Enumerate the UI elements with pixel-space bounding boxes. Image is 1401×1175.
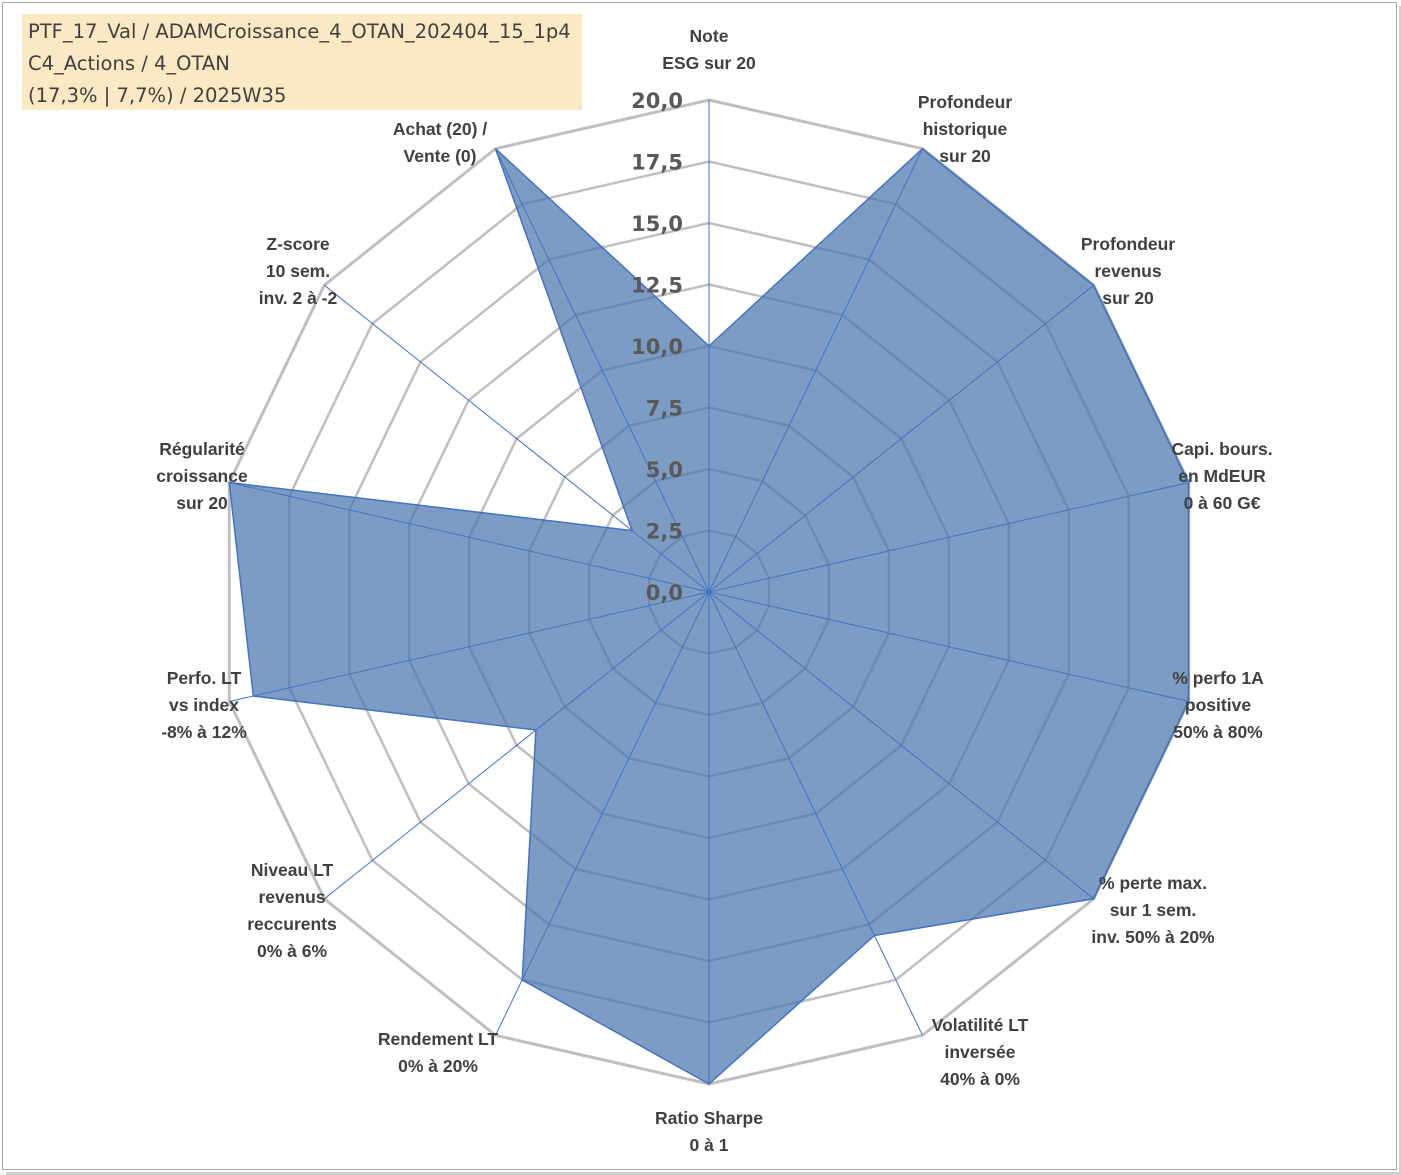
axis-label-line: Z-score	[266, 234, 329, 254]
axis-label-line: Capi. bours.	[1171, 439, 1272, 459]
axis-label-line: 0% à 20%	[398, 1056, 478, 1076]
tick-label: 20,0	[631, 89, 683, 113]
axis-label-line: 50% à 80%	[1173, 722, 1263, 742]
axis-label-line: revenus	[1094, 261, 1161, 281]
axis-label-line: Note	[690, 26, 729, 46]
axis-label: Capi. bours. en MdEUR 0 à 60 G€	[1171, 439, 1272, 513]
axis-label-line: 0% à 6%	[257, 941, 327, 961]
tick-label: 10,0	[631, 335, 683, 359]
axis-label: Z-score 10 sem. inv. 2 à -2	[259, 234, 338, 308]
axis-label-line: en MdEUR	[1178, 466, 1266, 486]
axis-label-line: reccurents	[247, 914, 337, 934]
axis-label: % perte max. sur 1 sem. inv. 50% à 20%	[1091, 873, 1215, 947]
tick-label: 5,0	[646, 458, 683, 482]
axis-label: Ratio Sharpe 0 à 1	[655, 1108, 763, 1155]
axis-label-line: Achat (20) /	[393, 119, 487, 139]
axis-label-line: Régularité	[159, 439, 245, 459]
axis-label-line: Profondeur	[1081, 234, 1175, 254]
axis-label-line: Ratio Sharpe	[655, 1108, 763, 1128]
tick-label: 15,0	[631, 212, 683, 236]
axis-label-line: ESG sur 20	[662, 53, 756, 73]
axis-label: Volatilité LT inversée 40% à 0%	[932, 1015, 1029, 1089]
category-line: C4_Actions / 4_OTAN	[28, 52, 230, 75]
axis-label-line: 0 à 1	[690, 1135, 729, 1155]
tick-label: 12,5	[631, 274, 683, 298]
axis-label-line: inv. 2 à -2	[259, 288, 338, 308]
axis-label-line: Rendement LT	[378, 1029, 499, 1049]
axis-label-line: % perfo 1A	[1172, 668, 1264, 688]
axis-label-line: Volatilité LT	[932, 1015, 1029, 1035]
axis-label-line: Profondeur	[918, 92, 1012, 112]
axis-label-line: inv. 50% à 20%	[1091, 927, 1215, 947]
axis-label-line: positive	[1185, 695, 1251, 715]
portfolio-title: PTF_17_Val / ADAMCroissance_4_OTAN_20240…	[28, 20, 571, 43]
axis-label: % perfo 1A positive 50% à 80%	[1172, 668, 1264, 742]
axis-label-line: vs index	[169, 695, 239, 715]
axis-label-line: 0 à 60 G€	[1184, 493, 1261, 513]
tick-label: 17,5	[631, 151, 683, 175]
axis-label: Niveau LT revenus reccurents 0% à 6%	[247, 860, 337, 961]
performance-line: (17,3% | 7,7%) / 2025W35	[28, 84, 286, 107]
axis-label: Perfo. LT vs index -8% à 12%	[161, 668, 247, 742]
tick-label: 0,0	[646, 581, 683, 605]
axis-label-line: sur 20	[939, 146, 991, 166]
axis-label-line: -8% à 12%	[161, 722, 247, 742]
axis-label-line: % perte max.	[1099, 873, 1207, 893]
axis-label-line: Vente (0)	[404, 146, 477, 166]
axis-label: Note ESG sur 20	[662, 26, 756, 73]
axis-label-line: Perfo. LT	[167, 668, 242, 688]
axis-label-line: sur 20	[1102, 288, 1154, 308]
axis-label-line: sur 20	[176, 493, 228, 513]
axis-label-line: revenus	[258, 887, 325, 907]
axis-label-line: 40% à 0%	[940, 1069, 1020, 1089]
info-box: PTF_17_Val / ADAMCroissance_4_OTAN_20240…	[22, 14, 582, 110]
axis-label-line: 10 sem.	[266, 261, 330, 281]
axis-label-line: Niveau LT	[251, 860, 334, 880]
tick-label: 7,5	[646, 397, 683, 421]
axis-label: Rendement LT 0% à 20%	[378, 1029, 499, 1076]
axis-label-line: sur 1 sem.	[1110, 900, 1197, 920]
axis-label-line: inversée	[944, 1042, 1015, 1062]
axis-label-line: historique	[923, 119, 1008, 139]
axis-label-line: croissance	[156, 466, 248, 486]
tick-label: 2,5	[646, 520, 683, 544]
